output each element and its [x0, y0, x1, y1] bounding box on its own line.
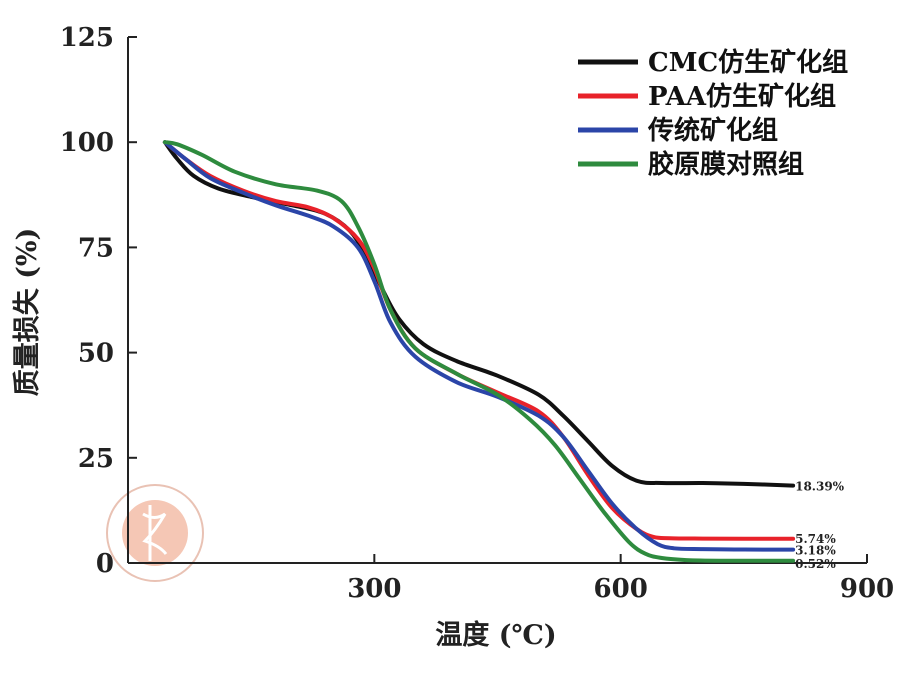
x-tick-label: 600 — [594, 574, 648, 604]
watermark-seal — [106, 484, 204, 582]
legend-label: 胶原膜对照组 — [648, 149, 804, 180]
y-tick-label: 125 — [60, 23, 114, 53]
legend-label: CMC仿生矿化组 — [648, 47, 848, 78]
series-line-4 — [162, 140, 796, 563]
x-tick-label: 900 — [840, 574, 894, 604]
x-tick-label: 300 — [347, 574, 401, 604]
legend-label: PAA仿生矿化组 — [648, 81, 836, 112]
axes: 0 25 50 75 100 125 300 600 900 — [60, 23, 894, 604]
y-tick-label: 100 — [60, 128, 114, 158]
series-line-1 — [162, 140, 796, 488]
y-axis-title: 质量损失 (%) — [12, 228, 43, 397]
y-tick-label: 50 — [78, 339, 114, 369]
x-axis-title: 温度 (℃) — [435, 619, 556, 651]
end-value-label: 3.18% — [795, 544, 836, 558]
legend-label: 传统矿化组 — [647, 115, 778, 146]
y-tick-label: 75 — [78, 233, 114, 263]
end-value-label: 5.74% — [795, 532, 836, 546]
series-layer — [162, 140, 796, 563]
y-tick-label: 25 — [78, 444, 114, 474]
y-tick-label: 0 — [96, 549, 114, 579]
end-value-label: 0.52% — [795, 557, 836, 571]
end-labels: 18.39% 5.74%3.18%0.52% — [795, 480, 845, 571]
series-line-3 — [162, 140, 796, 552]
end-value-label: 18.39% — [795, 480, 845, 494]
series-line-2 — [162, 140, 796, 541]
